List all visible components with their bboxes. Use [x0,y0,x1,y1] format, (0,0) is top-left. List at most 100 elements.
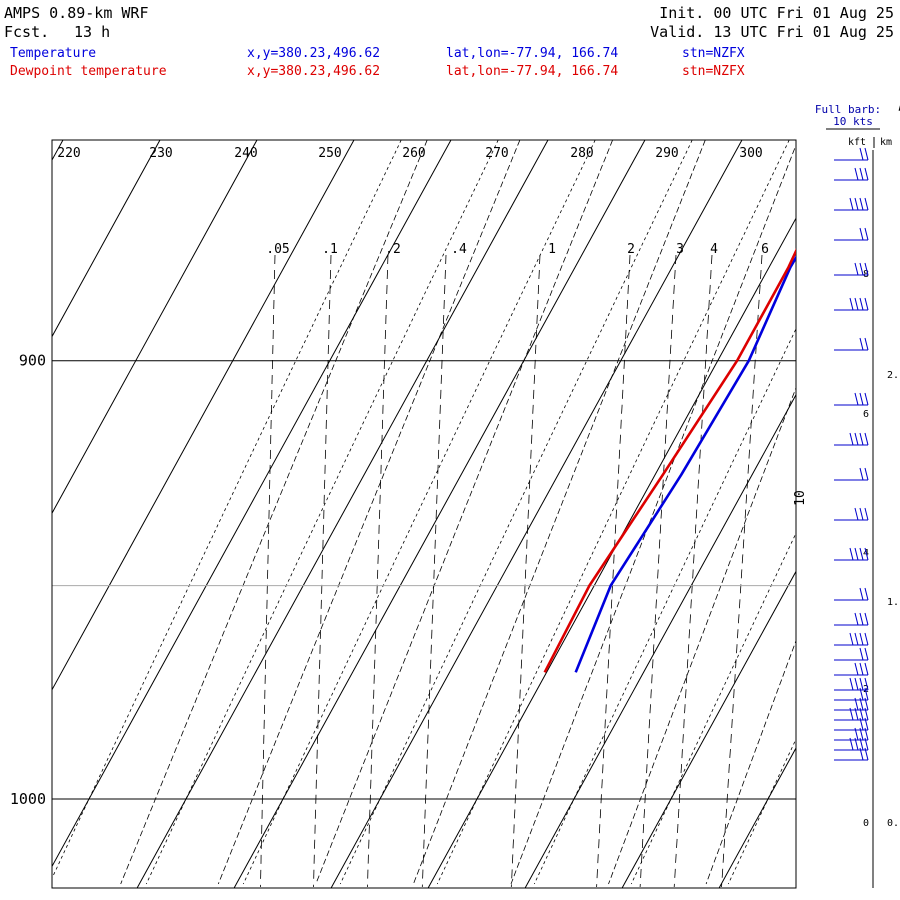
dewpoint-trace [543,248,796,673]
mixing-ratio-line [639,254,677,888]
fcst-value: 13 h [74,23,110,41]
km-tick-0: 0. [887,818,899,829]
moist-adiabat-line [52,140,402,880]
isotherm-line [816,140,900,888]
moist-adiabat-line [533,327,796,885]
legend-temperature-latlon: lat,lon=-77.94, 166.74 [446,46,618,61]
axis-labels: 7008009001000-70-60-50-40-30-20-10022023… [10,93,900,808]
mixing-ratio-line [367,254,389,888]
dry-adiabat-line [413,140,706,885]
wind-barb [834,467,869,481]
legend-dewpoint-stn: stn=NZFX [682,64,745,79]
mixing-ratio-label: 10 [793,490,808,506]
theta-label: 300 [739,146,762,161]
mixing-ratio-label: .05 [266,242,289,257]
wind-barb [834,612,869,626]
wind-barb [834,717,869,731]
wind-barb [834,297,869,311]
wind-panel-title-line2: 10 kts [833,115,873,128]
km-label: km [880,137,892,148]
dry-adiabat-line [705,639,796,885]
fcst-label: Fcst. [4,23,49,41]
isotherm-line [524,393,796,888]
wind-barb [834,167,869,181]
kft-ticks: 8 6 4 2 0 [863,269,869,829]
wind-barb [834,662,869,676]
mixing-ratio-line [596,254,631,888]
moist-adiabat-line [436,140,790,885]
temperature-trace [574,255,796,673]
isotherm-line [52,140,355,691]
model-title: AMPS 0.89-km WRF [4,4,149,22]
wind-barb [834,707,869,721]
mixing-ratio-line [673,254,713,888]
wind-barb [834,227,869,241]
wind-barb [834,647,869,661]
wind-barbs [834,147,869,761]
dry-adiabat-line [217,140,521,885]
moist-adiabat-line [727,738,796,885]
dry-adiabat-line [120,140,428,885]
wind-barb [834,747,869,761]
wind-barb [834,262,869,276]
sounding-traces [543,248,796,673]
mixing-ratio-line [260,254,276,888]
kft-tick-6: 6 [863,409,869,420]
theta-label: 240 [234,146,257,161]
plot-frame [51,139,797,889]
legend-temperature: Temperature x,y=380.23,496.62 lat,lon=-7… [10,46,745,61]
mixing-ratio-label: 3 [676,242,684,257]
wind-barb [834,392,869,406]
wind-barb [834,677,869,691]
wind-panel-title-line1: Full barb: [815,103,881,116]
theta-label: 250 [318,146,341,161]
wind-barb [834,197,869,211]
mixing-ratio-line [313,254,332,888]
legend-dewpoint-latlon: lat,lon=-77.94, 166.74 [446,64,618,79]
isotherm-line [621,570,796,888]
mixing-ratio-label: 2 [627,242,635,257]
moist-adiabat-line [630,532,796,885]
wind-barb [834,507,869,521]
mixing-ratio-label: .1 [322,242,338,257]
wind-barb [834,687,869,701]
legend-temperature-name: Temperature [10,46,96,61]
moist-adiabat-line [242,140,596,885]
km-tick-1: 1. [887,597,899,608]
theta-label: 290 [655,146,678,161]
moist-adiabat-line [339,140,693,885]
legend-temperature-xy: x,y=380.23,496.62 [247,46,380,61]
mixing-ratio-label: 6 [761,242,769,257]
wind-barb [834,737,869,751]
isotherm-line [427,217,796,888]
wind-barb [834,632,869,646]
kft-tick-0: 0 [863,818,869,829]
isotherm-line [52,140,452,868]
wind-barb [834,432,869,446]
isotherm-line [52,140,64,162]
dry-adiabat-line [608,386,796,885]
isotherm-line [330,140,743,888]
moist-adiabat-line [145,140,499,885]
valid-time: Valid. 13 UTC Fri 01 Aug 25 [650,23,894,41]
legend-dewpoint: Dewpoint temperature x,y=380.23,496.62 l… [10,64,745,79]
km-ticks: 2. 1. 0. [887,370,899,829]
init-time: Init. 00 UTC Fri 01 Aug 25 [659,4,894,22]
kft-label: kft [848,137,866,148]
isobar-lines [52,360,796,800]
mixing-ratio-label: 4 [710,242,718,257]
isotherm-line [52,140,258,515]
isotherm-line [52,140,161,338]
theta-label: 220 [57,146,80,161]
mixing-ratio-label: .4 [451,242,467,257]
theta-label: 280 [570,146,593,161]
theta-label: 270 [485,146,508,161]
legend-temperature-stn: stn=NZFX [682,46,745,61]
dry-adiabat-line [804,140,900,884]
mixing-ratio-label: 1 [548,242,556,257]
isotherm-line [233,140,646,888]
km-tick-2: 2. [887,370,899,381]
wind-barb [834,147,869,161]
